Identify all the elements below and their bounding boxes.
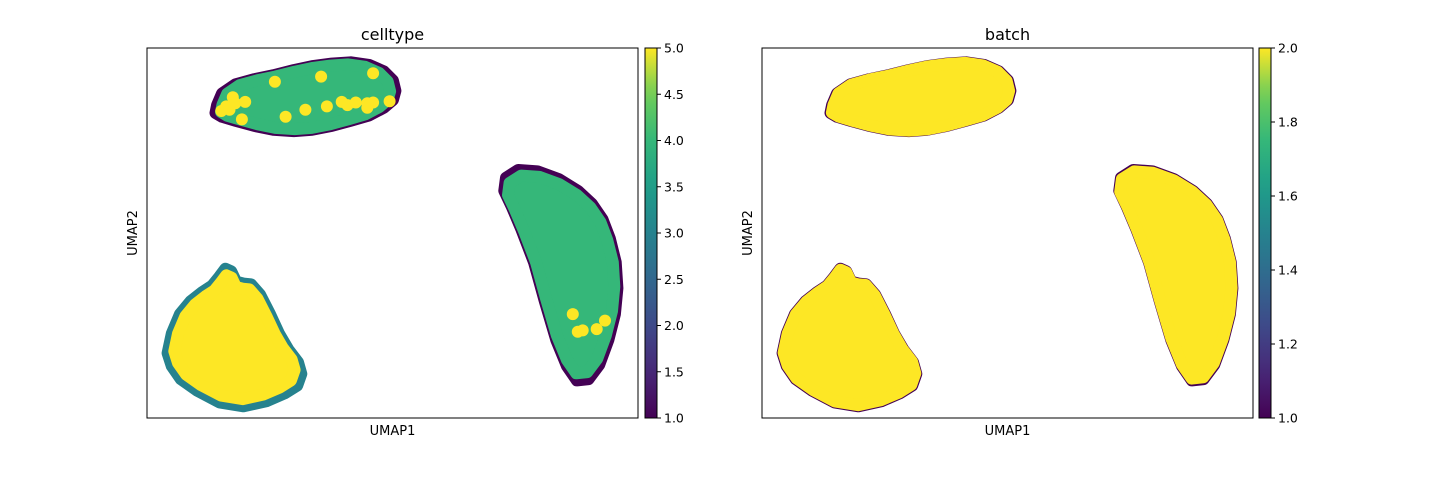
cluster-top-left <box>824 56 1017 138</box>
colorbar-tick-label: 1.0 <box>1278 411 1298 426</box>
scatter-point <box>383 95 396 108</box>
axes-frame <box>761 47 1254 419</box>
scatter-point <box>235 113 248 126</box>
cluster-layer-inner <box>777 263 922 412</box>
cluster-layer-inner <box>168 269 301 406</box>
cluster-top-left <box>209 56 402 138</box>
x-axis-label: UMAP1 <box>985 424 1031 439</box>
colorbar-tick-label: 2.0 <box>664 318 684 333</box>
chart-title: batch <box>985 25 1030 44</box>
scatter-point <box>268 75 281 88</box>
cluster-layer-inner <box>825 56 1016 137</box>
plot-area <box>161 56 624 413</box>
panels: celltype UMAP1 UMAP2 1.0 1.5 2.0 2.5 3.0 3.5 4.0 4… <box>126 25 1298 439</box>
scatter-point <box>349 96 362 109</box>
colorbar-tick-label: 3.5 <box>664 179 684 194</box>
colorbar-tick-label: 1.6 <box>1278 189 1298 204</box>
y-axis-label: UMAP2 <box>741 210 756 256</box>
colorbar-tick-label: 3.0 <box>664 226 684 241</box>
colorbar-tick-label: 2.5 <box>664 272 684 287</box>
cluster-bottom-left <box>776 262 923 413</box>
panel-batch: batch UMAP1 UMAP2 1.0 1.2 1.4 1.6 1.8 2.0 <box>741 25 1298 439</box>
scatter-point <box>239 95 252 108</box>
cluster-right <box>1113 164 1239 387</box>
scatter-point <box>361 97 374 110</box>
colorbar-tick-label: 5.0 <box>664 41 684 56</box>
scatter-point <box>320 100 333 113</box>
scatter-point <box>229 97 242 110</box>
plot-area <box>776 56 1239 413</box>
scatter-point <box>599 314 611 327</box>
scatter-point <box>590 323 603 336</box>
colorbar-tick-label: 1.0 <box>664 411 684 426</box>
colorbar-tick-label: 1.8 <box>1278 115 1298 130</box>
axes-frame <box>146 47 639 419</box>
scatter-point <box>299 103 312 116</box>
colorbar-tick-label: 2.0 <box>1278 41 1298 56</box>
scatter-point <box>279 110 292 123</box>
scatter-point <box>315 70 328 83</box>
y-axis-label: UMAP2 <box>126 210 141 256</box>
scatter-point <box>566 308 579 321</box>
colorbar-tick-label: 1.4 <box>1278 263 1298 278</box>
colorbar-gradient <box>1258 47 1272 419</box>
colorbar: 1.0 1.2 1.4 1.6 1.8 2.0 <box>1258 41 1298 426</box>
chart-title: celltype <box>361 25 424 44</box>
colorbar-tick-label: 4.5 <box>664 87 684 102</box>
colorbar-tick-label: 1.2 <box>1278 337 1298 352</box>
x-axis-label: UMAP1 <box>370 424 416 439</box>
colorbar-tick-label: 1.5 <box>664 364 684 379</box>
colorbar-tick-label: 4.0 <box>664 133 684 148</box>
colorbar: 1.0 1.5 2.0 2.5 3.0 3.5 4.0 4.5 5.0 <box>644 41 684 426</box>
panel-celltype: celltype UMAP1 UMAP2 1.0 1.5 2.0 2.5 3.0 3.5 4.0 4… <box>126 25 684 439</box>
cluster-bottom-left <box>161 262 308 413</box>
scatter-point <box>367 67 380 80</box>
cluster-right <box>498 164 624 387</box>
cluster-layer-inner <box>502 169 621 380</box>
colorbar-gradient <box>644 47 658 419</box>
cluster-layer-inner <box>215 58 397 136</box>
scatter-point <box>571 325 584 338</box>
cluster-layer-inner <box>1114 165 1238 385</box>
